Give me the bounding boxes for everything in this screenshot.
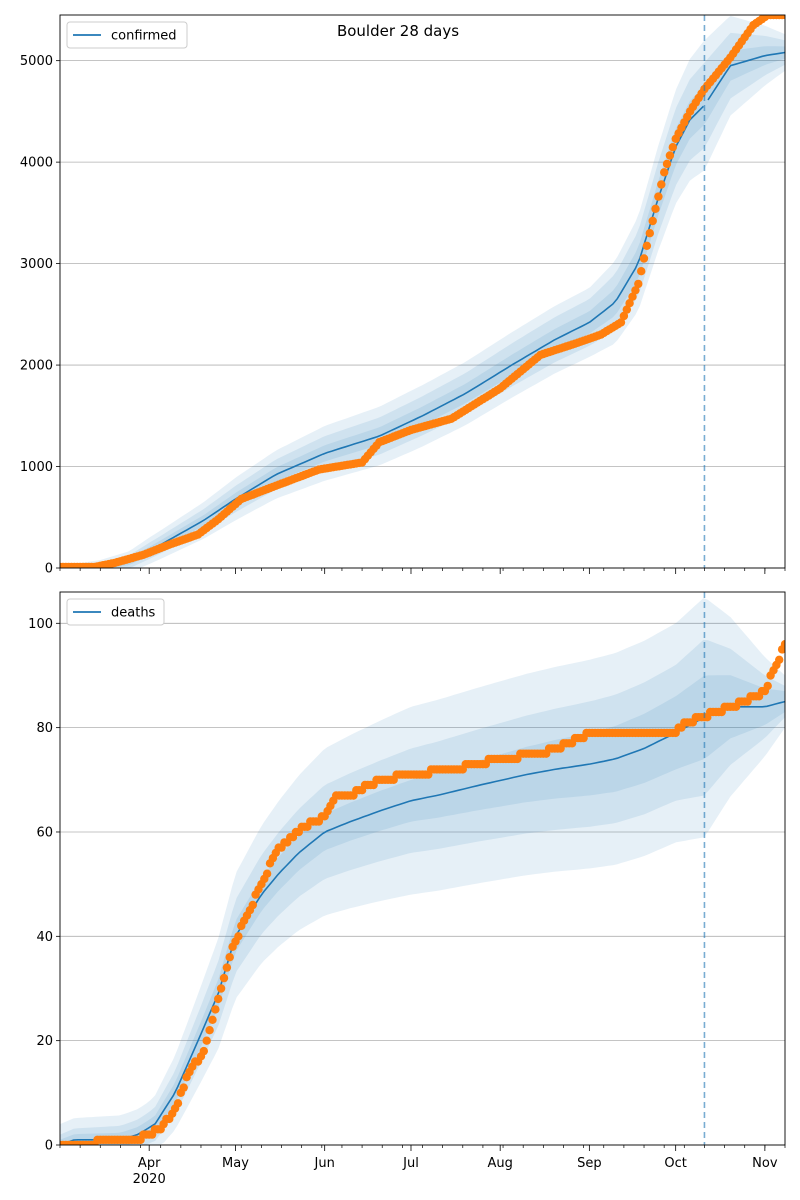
observed-point (208, 1015, 217, 1024)
observed-point (651, 204, 660, 213)
y-tick-label: 80 (36, 721, 53, 736)
observed-point (648, 216, 657, 226)
observed-point (645, 229, 654, 238)
observed-point (173, 1099, 183, 1108)
observed-point (179, 1083, 188, 1092)
observed-point (248, 900, 257, 910)
confidence-band (60, 32, 785, 568)
observed-point (205, 1026, 214, 1035)
observed-point (642, 241, 652, 250)
observed-point (665, 151, 675, 160)
observed-point (628, 292, 637, 301)
y-tick-label: 60 (36, 825, 53, 840)
observed-point (202, 1036, 211, 1045)
legend: confirmed (66, 21, 188, 49)
chart-title: Boulder 28 days (337, 22, 459, 40)
x-tick-label: Oct (664, 1156, 686, 1171)
y-tick-label: 4000 (20, 156, 53, 171)
observed-point (780, 15, 785, 20)
observed-point (763, 681, 772, 691)
observed-point (668, 143, 677, 152)
model-line (60, 51, 785, 568)
observed-point (637, 267, 646, 276)
observed-point (222, 963, 232, 972)
x-tick-label: Apr (138, 1156, 161, 1171)
observed-point (654, 192, 663, 201)
observed-point (780, 640, 785, 649)
observed-point (262, 869, 272, 878)
observed-point (234, 932, 243, 941)
observed-point (657, 180, 666, 189)
y-tick-label: 0 (45, 1139, 53, 1154)
observed-point (616, 318, 626, 327)
x-tick-label: Sep (577, 1156, 602, 1171)
y-tick-label: 40 (36, 930, 53, 945)
observed-point (775, 655, 784, 664)
observed-point (634, 279, 643, 289)
legend-label: confirmed (111, 29, 177, 44)
x-tick-label: Jul (402, 1156, 419, 1171)
x-tick-label: May (222, 1156, 249, 1171)
y-tick-label: 100 (28, 617, 53, 632)
observed-point (662, 159, 672, 169)
confidence-band (60, 675, 785, 1145)
model-line (60, 700, 785, 1145)
observed-point (219, 973, 229, 983)
y-tick-label: 20 (36, 1034, 53, 1049)
x-tick-year-label: 2020 (133, 1172, 166, 1187)
legend: deaths (66, 598, 165, 626)
x-tick-label: Nov (752, 1156, 778, 1171)
observed-point (211, 1005, 220, 1014)
legend-box (66, 598, 165, 626)
plot-area (60, 598, 785, 1145)
observed-point (214, 994, 223, 1004)
observed-point (199, 1046, 208, 1056)
observed-point (625, 299, 634, 308)
observed-point (225, 953, 234, 962)
observed-point (619, 311, 629, 321)
x-tick-label: Jun (314, 1156, 335, 1171)
confidence-band (60, 639, 785, 1145)
x-tick-label: Aug (487, 1156, 512, 1171)
observed-point (622, 305, 631, 314)
confidence-band (60, 46, 785, 568)
y-tick-label: 3000 (20, 257, 53, 272)
observed-point (639, 254, 649, 263)
confidence-band (60, 15, 785, 568)
y-tick-label: 2000 (20, 359, 53, 374)
observed-point (631, 286, 640, 295)
observed-point (660, 168, 669, 177)
plot-area (60, 15, 785, 568)
legend-box (66, 21, 188, 49)
observed-point (216, 984, 226, 993)
y-tick-label: 0 (45, 562, 53, 577)
y-tick-label: 5000 (20, 54, 53, 69)
confirmed-panel: 0 1000 2000 3000 4000 5000 confirmed (20, 14, 786, 577)
y-tick-label: 1000 (20, 460, 53, 475)
legend-label: deaths (111, 606, 156, 621)
